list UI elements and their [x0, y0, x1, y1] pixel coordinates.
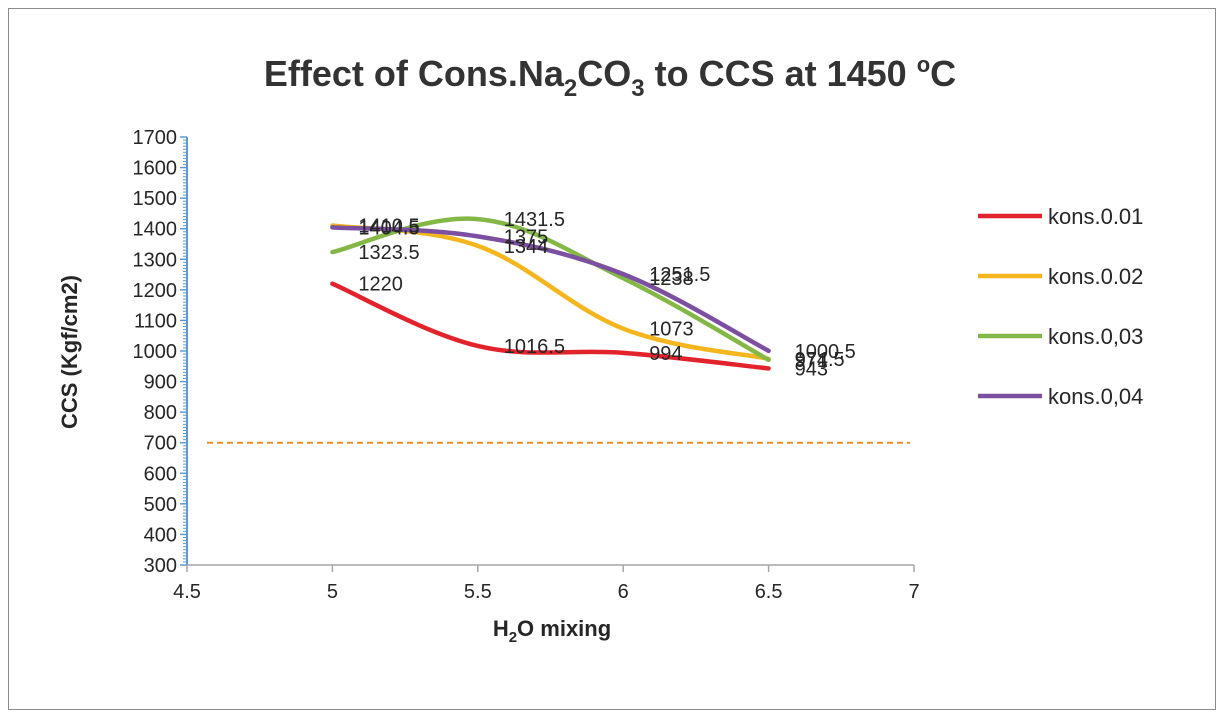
legend-label: kons.0,03 — [1048, 324, 1143, 349]
data-label: 1220 — [358, 274, 403, 296]
data-label: 971 — [795, 350, 828, 372]
y-tick-label: 1100 — [134, 310, 177, 332]
data-label: 1404.5 — [358, 217, 419, 239]
data-label: 1000.5 — [795, 341, 856, 363]
y-tick-label: 1200 — [133, 280, 178, 302]
y-tick-label: 1300 — [133, 249, 178, 271]
data-label: 1410.5 — [358, 216, 419, 238]
series-line-1 — [330, 281, 771, 371]
legend-label: kons.0.01 — [1048, 204, 1143, 229]
x-tick-label: 5.5 — [464, 581, 492, 603]
y-tick-label: 1700 — [133, 127, 178, 149]
y-tick-label: 700 — [144, 433, 177, 455]
x-tick-label: 7 — [908, 581, 919, 603]
data-label: 1323.5 — [358, 242, 419, 264]
x-tick-label: 4.5 — [173, 581, 201, 603]
data-label: 1375 — [504, 226, 549, 248]
y-tick-label: 1400 — [133, 219, 178, 241]
y-tick-label: 1500 — [133, 188, 178, 210]
data-label: 994 — [649, 343, 682, 365]
data-label: 1073 — [649, 319, 694, 341]
y-tick-label: 800 — [144, 402, 177, 424]
data-label: 1238 — [649, 268, 694, 290]
data-label: 1431.5 — [504, 209, 565, 231]
legend: kons.0.01 kons.0.02 kons.0,03 kons.0,04 — [978, 204, 1143, 409]
y-tick-label: 1600 — [133, 158, 178, 180]
legend-label: kons.0.02 — [1048, 264, 1143, 289]
x-tick-label: 6 — [618, 581, 629, 603]
x-tick-label: 6.5 — [755, 581, 783, 603]
y-tick-label: 1000 — [133, 341, 178, 363]
legend-label: kons.0,04 — [1048, 384, 1143, 409]
data-label: 943 — [795, 358, 828, 380]
series-group — [330, 216, 771, 371]
y-tick-label: 400 — [144, 524, 177, 546]
data-label: 1344 — [504, 236, 549, 258]
chart-title: Effect of Cons.Na2CO3 to CCS at 1450 oC — [264, 52, 956, 102]
y-tick-label: 900 — [144, 372, 177, 394]
chart-frame — [8, 8, 1216, 710]
x-axis-title: H2O mixing — [493, 616, 611, 646]
y-tick-label: 500 — [144, 494, 177, 516]
x-tick-label: 5 — [327, 581, 338, 603]
y-tick-label: 600 — [144, 463, 177, 485]
data-label: 1251.5 — [649, 264, 710, 286]
data-label: 974.5 — [795, 349, 845, 371]
y-axis-title: CCS (Kgf/cm2) — [57, 275, 82, 429]
data-labels: 1220 1016.5 994 943 1410.5 1344 1073 974.5 1323.… — [358, 209, 855, 380]
y-tick-label: 300 — [144, 555, 177, 577]
series-line-4 — [330, 225, 771, 354]
axes: 300 400 500 600 700 800 900 1000 1100 1200 1300 140… — [133, 127, 920, 603]
data-label: 1016.5 — [504, 336, 565, 358]
